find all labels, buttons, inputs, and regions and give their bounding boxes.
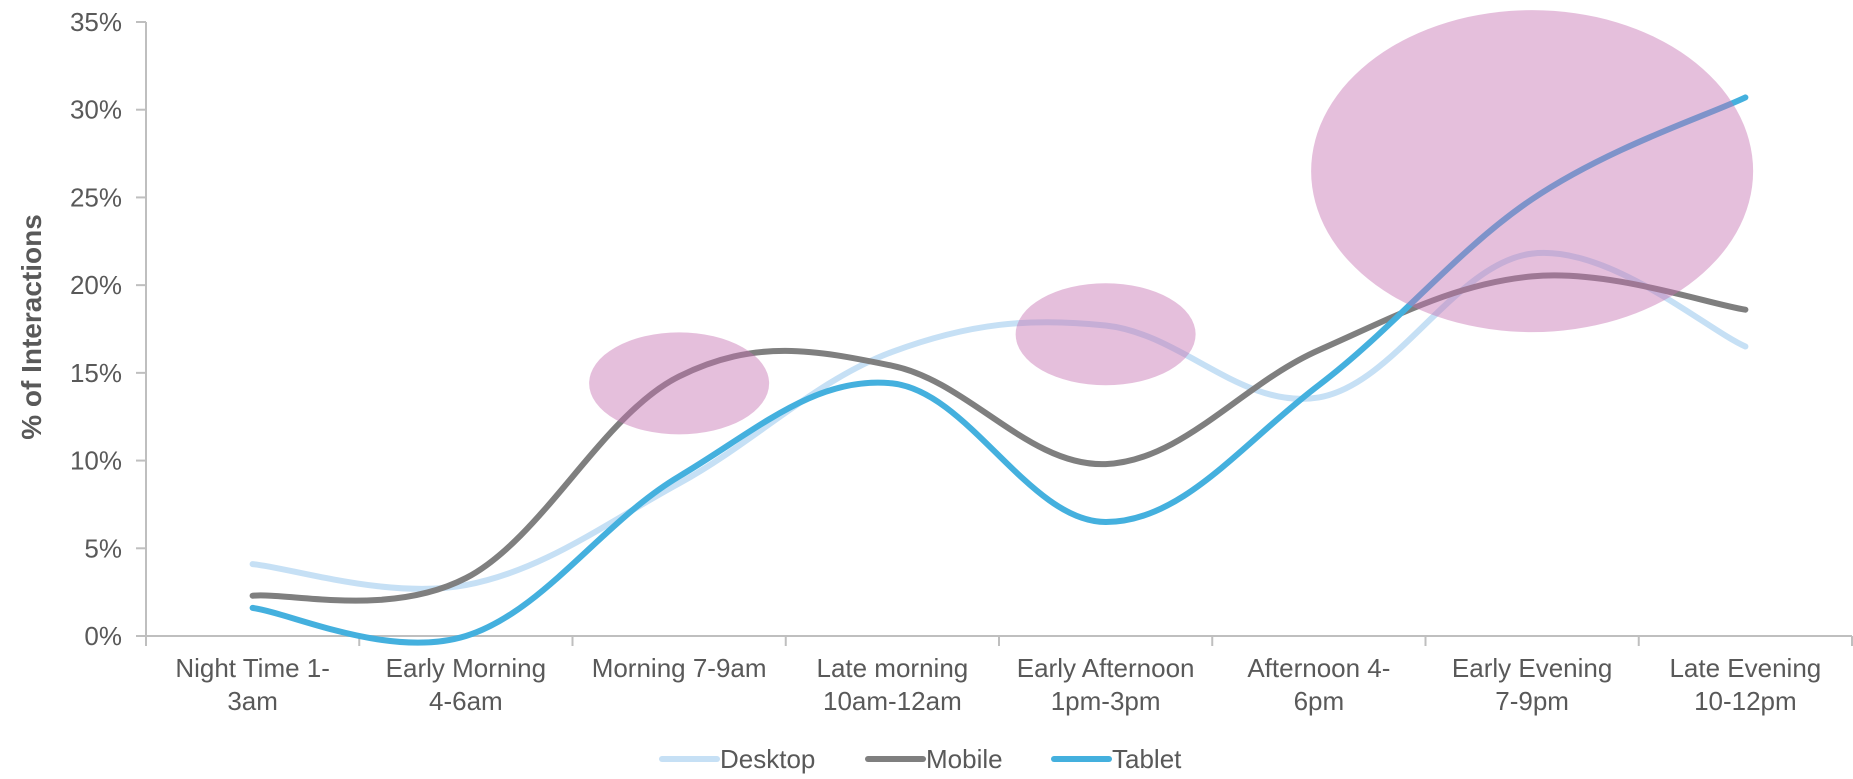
x-tick-label: Early Morning 4-6am bbox=[386, 653, 546, 716]
x-tick-label-line: 10-12pm bbox=[1694, 686, 1797, 716]
y-tick-label: 5% bbox=[84, 533, 122, 563]
x-tick-label-line: 1pm-3pm bbox=[1051, 686, 1161, 716]
x-tick-label-line: Early Afternoon bbox=[1017, 653, 1195, 683]
series-lines bbox=[249, 94, 1749, 646]
x-tick-label: Early Afternoon 1pm-3pm bbox=[1017, 653, 1195, 716]
x-tick-label-line: 7-9pm bbox=[1495, 686, 1569, 716]
x-tick-label-line: 4-6am bbox=[429, 686, 503, 716]
highlight-ellipse bbox=[1311, 10, 1754, 333]
x-tick-label: Late morning 10am-12am bbox=[816, 653, 968, 716]
y-tick-labels: 0% 5% 10% 15% 20% 25% 30% 35% bbox=[70, 7, 122, 651]
x-tick-label-line: 10am-12am bbox=[823, 686, 962, 716]
x-tick-label: Night Time 1-3am bbox=[175, 653, 330, 716]
highlight-ellipse bbox=[1015, 283, 1196, 386]
y-tick-label: 15% bbox=[70, 358, 122, 388]
highlight-ellipse bbox=[589, 332, 770, 435]
legend-label: Tablet bbox=[1112, 744, 1182, 774]
legend-label: Desktop bbox=[720, 744, 815, 774]
y-tick-label: 10% bbox=[70, 446, 122, 476]
x-tick-label-line: Morning 7-9am bbox=[592, 653, 767, 683]
x-tick-label: Late Evening 10-12pm bbox=[1669, 653, 1821, 716]
x-tick-label-line: 3am bbox=[227, 686, 278, 716]
highlight-ellipses bbox=[589, 10, 1754, 435]
x-tick-label-line: Early Evening bbox=[1452, 653, 1612, 683]
legend-label: Mobile bbox=[926, 744, 1003, 774]
y-tick-label: 25% bbox=[70, 182, 122, 212]
x-tick-label: Early Evening 7-9pm bbox=[1452, 653, 1612, 716]
x-tick-label: Morning 7-9am bbox=[592, 653, 767, 683]
y-tick-label: 35% bbox=[70, 7, 122, 37]
x-tick-label-line: 6pm bbox=[1294, 686, 1345, 716]
series-line-mobile bbox=[249, 272, 1749, 604]
x-tick-label-line: Late Evening bbox=[1669, 653, 1821, 683]
x-tick-label-line: Night Time 1- bbox=[175, 653, 330, 683]
y-tick-label: 30% bbox=[70, 95, 122, 125]
y-axis-title: % of Interactions bbox=[16, 214, 47, 440]
x-tick-label-line: Early Morning bbox=[386, 653, 546, 683]
x-tick-label-line: Afternoon 4- bbox=[1247, 653, 1390, 683]
legend: Desktop Mobile Tablet bbox=[659, 744, 1182, 774]
x-tick-labels: Night Time 1-3am Early Morning 4-6am Mornin… bbox=[175, 653, 1821, 716]
series-line-desktop bbox=[249, 249, 1749, 592]
y-tick-label: 20% bbox=[70, 270, 122, 300]
series-line-tablet bbox=[249, 94, 1749, 646]
y-tick-label: 0% bbox=[84, 621, 122, 651]
x-tick-label: Afternoon 4-6pm bbox=[1247, 653, 1390, 716]
x-tick-label-line: Late morning bbox=[816, 653, 968, 683]
